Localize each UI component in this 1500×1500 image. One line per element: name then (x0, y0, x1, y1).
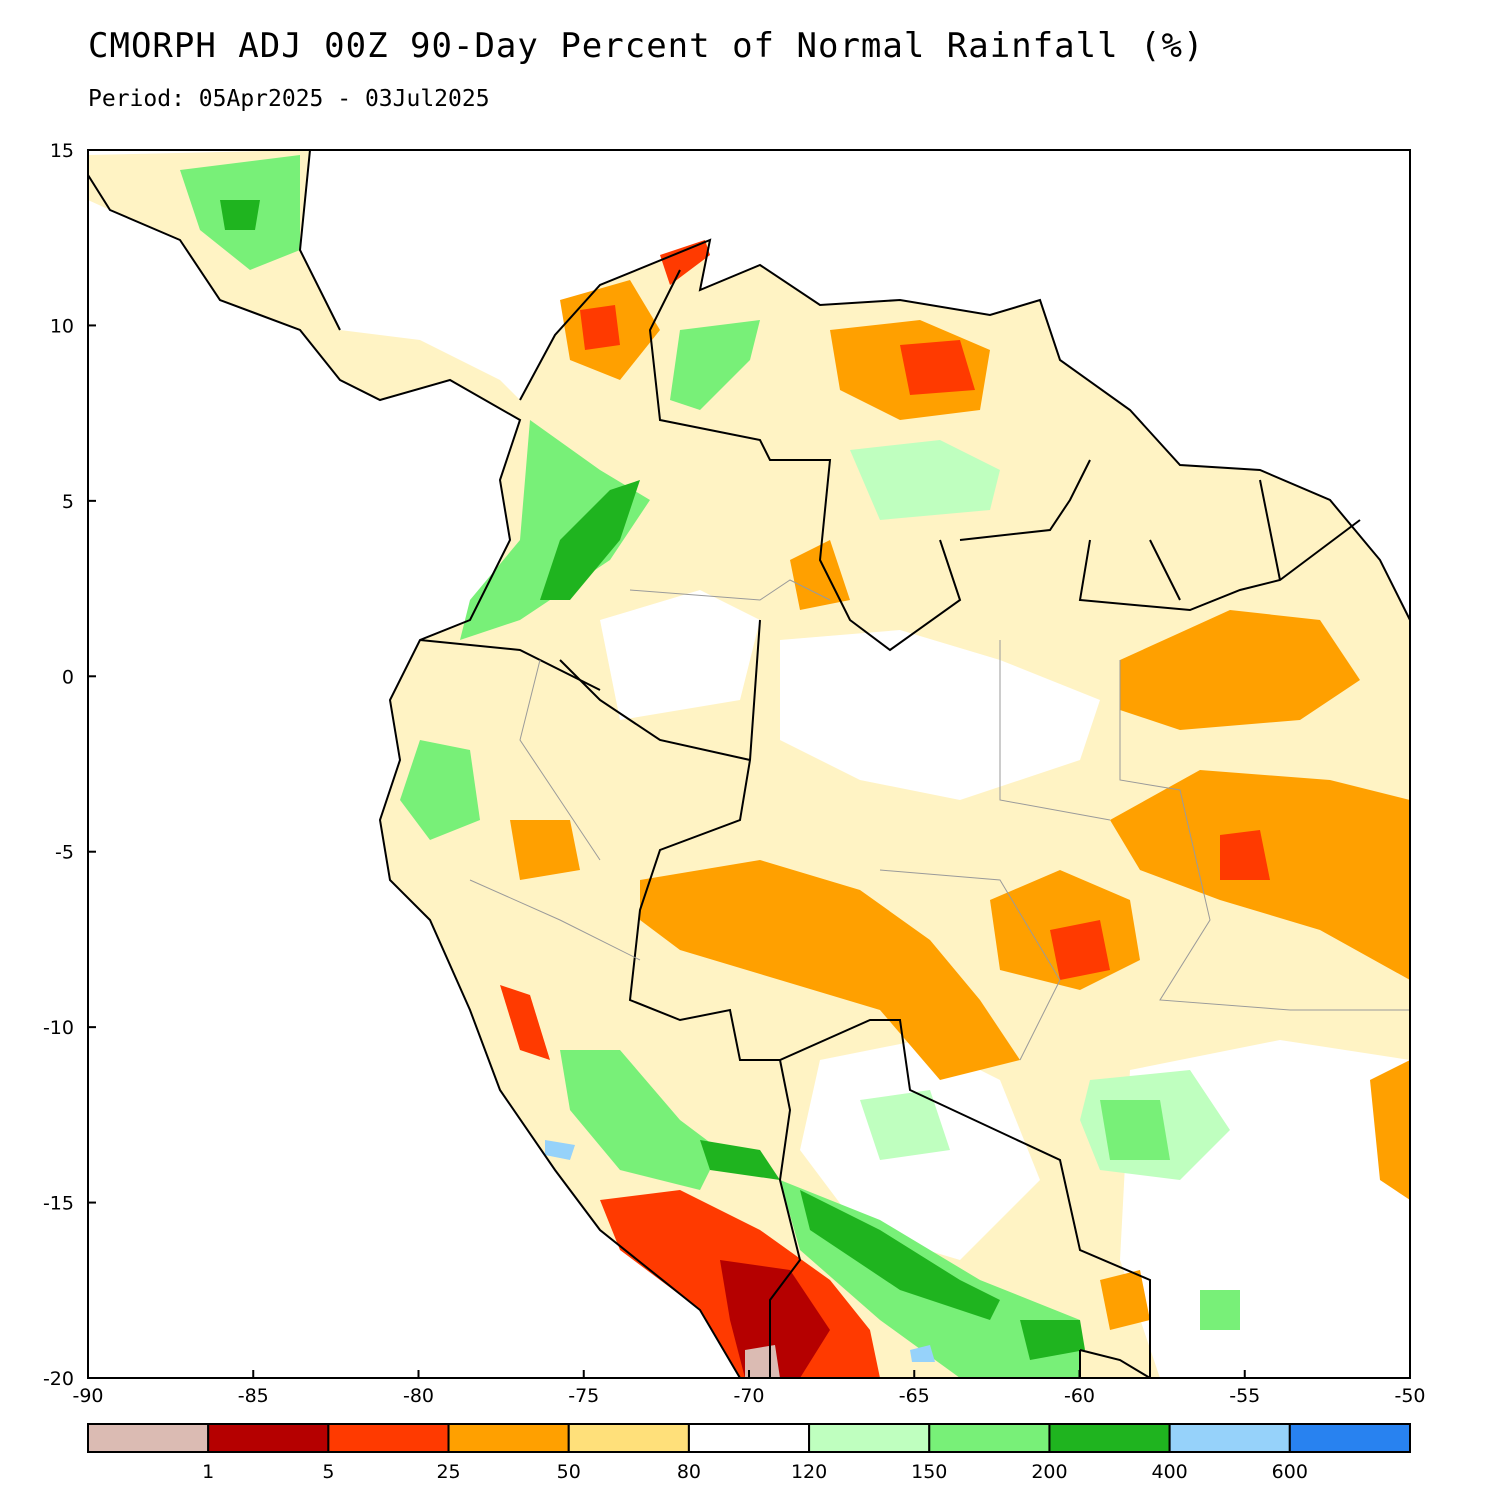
wet-area (460, 420, 650, 640)
colorbar-label: 80 (677, 1461, 701, 1483)
colorbar-swatch (207, 1423, 330, 1453)
colorbar-label: 400 (1152, 1461, 1188, 1483)
y-tick-label: 10 (50, 315, 74, 337)
country-borders (419, 269, 1361, 1378)
x-tick-label: -85 (238, 1385, 269, 1407)
colorbar: 1 5 25 50 80 120 150 200 400 600 (87, 1423, 1412, 1483)
colorbar-swatch (567, 1423, 690, 1453)
very-dry-area (900, 340, 975, 395)
colorbar-label: 50 (557, 1461, 581, 1483)
coastline (519, 238, 1410, 621)
wet-area (860, 1090, 950, 1160)
dry-area (1100, 1270, 1150, 1330)
colorbar-label: 600 (1272, 1461, 1308, 1483)
y-tick-label: -20 (43, 1368, 74, 1390)
longitude-axis: -90 -85 -80 -75 -70 -65 -60 -55 -50 (72, 1370, 1426, 1407)
colorbar-label: 200 (1031, 1461, 1067, 1483)
colorbar-label: 120 (791, 1461, 827, 1483)
colorbar-swatch (1048, 1423, 1171, 1453)
map-title: CMORPH ADJ 00Z 90-Day Percent of Normal … (88, 26, 1205, 66)
colorbar-swatch (1168, 1423, 1291, 1453)
colorbar-swatch (1288, 1423, 1412, 1453)
very-wet-area (540, 480, 640, 600)
wet-area (670, 320, 760, 410)
colorbar-swatch (327, 1423, 450, 1453)
extreme-wet-area (910, 1345, 935, 1362)
y-tick-label: -5 (55, 842, 74, 864)
very-dry-area (660, 240, 710, 285)
wet-area (1200, 1290, 1240, 1330)
x-tick-label: -90 (72, 1385, 103, 1407)
very-dry-area (1220, 830, 1270, 880)
colorbar-label: 150 (911, 1461, 947, 1483)
x-tick-label: -75 (568, 1385, 599, 1407)
extreme-wet-area (545, 1140, 575, 1160)
near-normal-area (600, 590, 760, 720)
very-wet-area (700, 1140, 780, 1180)
period-subtitle: Period: 05Apr2025 - 03Jul2025 (88, 86, 490, 112)
coastline (298, 150, 341, 331)
x-tick-label: -50 (1394, 1385, 1425, 1407)
very-wet-area (800, 1190, 1000, 1320)
x-tick-label: -70 (733, 1385, 764, 1407)
dry-area (1120, 610, 1360, 730)
dry-area (1370, 1060, 1410, 1200)
x-tick-label: -55 (1229, 1385, 1260, 1407)
dry-area (510, 820, 580, 880)
dry-area (790, 540, 850, 610)
colorbar-swatch (928, 1423, 1051, 1453)
extreme-dry-area (720, 1260, 830, 1378)
y-tick-label: 5 (62, 491, 74, 513)
coastline (88, 174, 741, 1378)
very-wet-area (1020, 1320, 1085, 1360)
extreme-dry-area (745, 1345, 780, 1378)
dry-area (640, 860, 1020, 1080)
latitude-axis: 15 10 5 0 -5 -10 -15 -20 (43, 140, 96, 1390)
very-dry-area (580, 305, 620, 350)
wet-area (850, 440, 1000, 520)
wet-area (400, 740, 480, 840)
colorbar-swatch (87, 1423, 210, 1453)
y-tick-label: 15 (50, 140, 74, 162)
colorbar-swatch (687, 1423, 811, 1453)
colorbar-label: 5 (322, 1461, 334, 1483)
state-boundaries (469, 579, 1410, 1061)
wet-area (560, 1050, 720, 1190)
very-dry-area (500, 985, 550, 1060)
y-tick-label: -15 (43, 1193, 74, 1215)
colorbar-label: 25 (436, 1461, 460, 1483)
y-tick-label: 0 (62, 666, 74, 688)
very-wet-area (220, 200, 260, 230)
colorbar-label: 1 (202, 1461, 214, 1483)
very-dry-area (1050, 920, 1110, 980)
y-tick-label: -10 (43, 1017, 74, 1039)
wet-area (1100, 1100, 1170, 1160)
rainfall-field (88, 150, 1410, 1378)
x-tick-label: -65 (899, 1385, 930, 1407)
x-tick-label: -60 (1064, 1385, 1095, 1407)
colorbar-swatch (447, 1423, 570, 1453)
near-normal-area (780, 630, 1100, 800)
colorbar-swatch (808, 1423, 931, 1453)
x-tick-label: -80 (403, 1385, 434, 1407)
